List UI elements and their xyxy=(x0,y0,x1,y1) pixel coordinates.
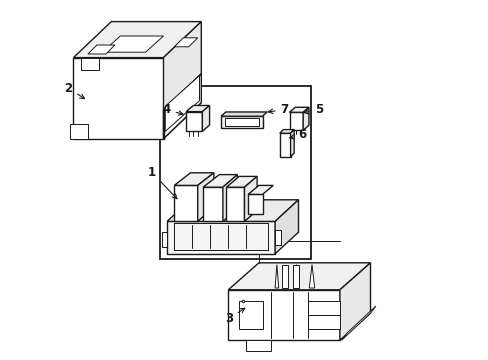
Polygon shape xyxy=(224,118,258,126)
Polygon shape xyxy=(307,301,339,315)
Polygon shape xyxy=(290,130,294,157)
Polygon shape xyxy=(163,74,201,139)
Polygon shape xyxy=(226,176,257,187)
Text: 6: 6 xyxy=(289,129,306,141)
Polygon shape xyxy=(73,58,163,139)
Polygon shape xyxy=(303,107,308,130)
Polygon shape xyxy=(239,301,262,329)
Polygon shape xyxy=(203,187,223,221)
Polygon shape xyxy=(223,175,237,221)
Text: 5: 5 xyxy=(304,103,322,116)
Polygon shape xyxy=(275,230,280,245)
Polygon shape xyxy=(228,263,370,290)
Polygon shape xyxy=(102,36,163,52)
Polygon shape xyxy=(163,22,201,139)
Polygon shape xyxy=(246,340,271,351)
Text: 2: 2 xyxy=(64,82,84,99)
Polygon shape xyxy=(197,173,213,221)
Polygon shape xyxy=(275,200,298,254)
Polygon shape xyxy=(279,133,290,157)
Polygon shape xyxy=(292,265,298,288)
Polygon shape xyxy=(289,112,303,130)
Polygon shape xyxy=(294,265,298,288)
Text: 4: 4 xyxy=(162,103,183,116)
Polygon shape xyxy=(88,45,115,54)
Polygon shape xyxy=(275,265,278,288)
Polygon shape xyxy=(162,232,167,247)
Polygon shape xyxy=(81,58,99,70)
Polygon shape xyxy=(221,116,262,128)
Polygon shape xyxy=(282,265,287,288)
Polygon shape xyxy=(203,175,237,187)
Polygon shape xyxy=(307,315,339,329)
Polygon shape xyxy=(202,105,209,131)
Polygon shape xyxy=(174,185,197,221)
Polygon shape xyxy=(167,221,275,254)
Polygon shape xyxy=(221,112,266,116)
Polygon shape xyxy=(309,265,314,288)
Polygon shape xyxy=(279,130,294,133)
Polygon shape xyxy=(228,290,339,340)
Polygon shape xyxy=(167,200,298,221)
Text: 7: 7 xyxy=(268,103,288,116)
Polygon shape xyxy=(73,22,201,58)
Text: 3: 3 xyxy=(224,308,244,325)
Text: 1: 1 xyxy=(148,166,177,199)
Polygon shape xyxy=(247,194,262,214)
Bar xyxy=(160,86,310,259)
Polygon shape xyxy=(186,105,209,112)
Polygon shape xyxy=(226,187,244,221)
Polygon shape xyxy=(186,112,202,131)
Polygon shape xyxy=(174,173,213,185)
Polygon shape xyxy=(289,107,308,112)
Polygon shape xyxy=(70,124,88,139)
Polygon shape xyxy=(247,185,273,194)
Polygon shape xyxy=(244,176,257,221)
Polygon shape xyxy=(174,38,197,47)
Polygon shape xyxy=(341,306,375,340)
Polygon shape xyxy=(339,263,370,340)
Polygon shape xyxy=(165,76,199,131)
